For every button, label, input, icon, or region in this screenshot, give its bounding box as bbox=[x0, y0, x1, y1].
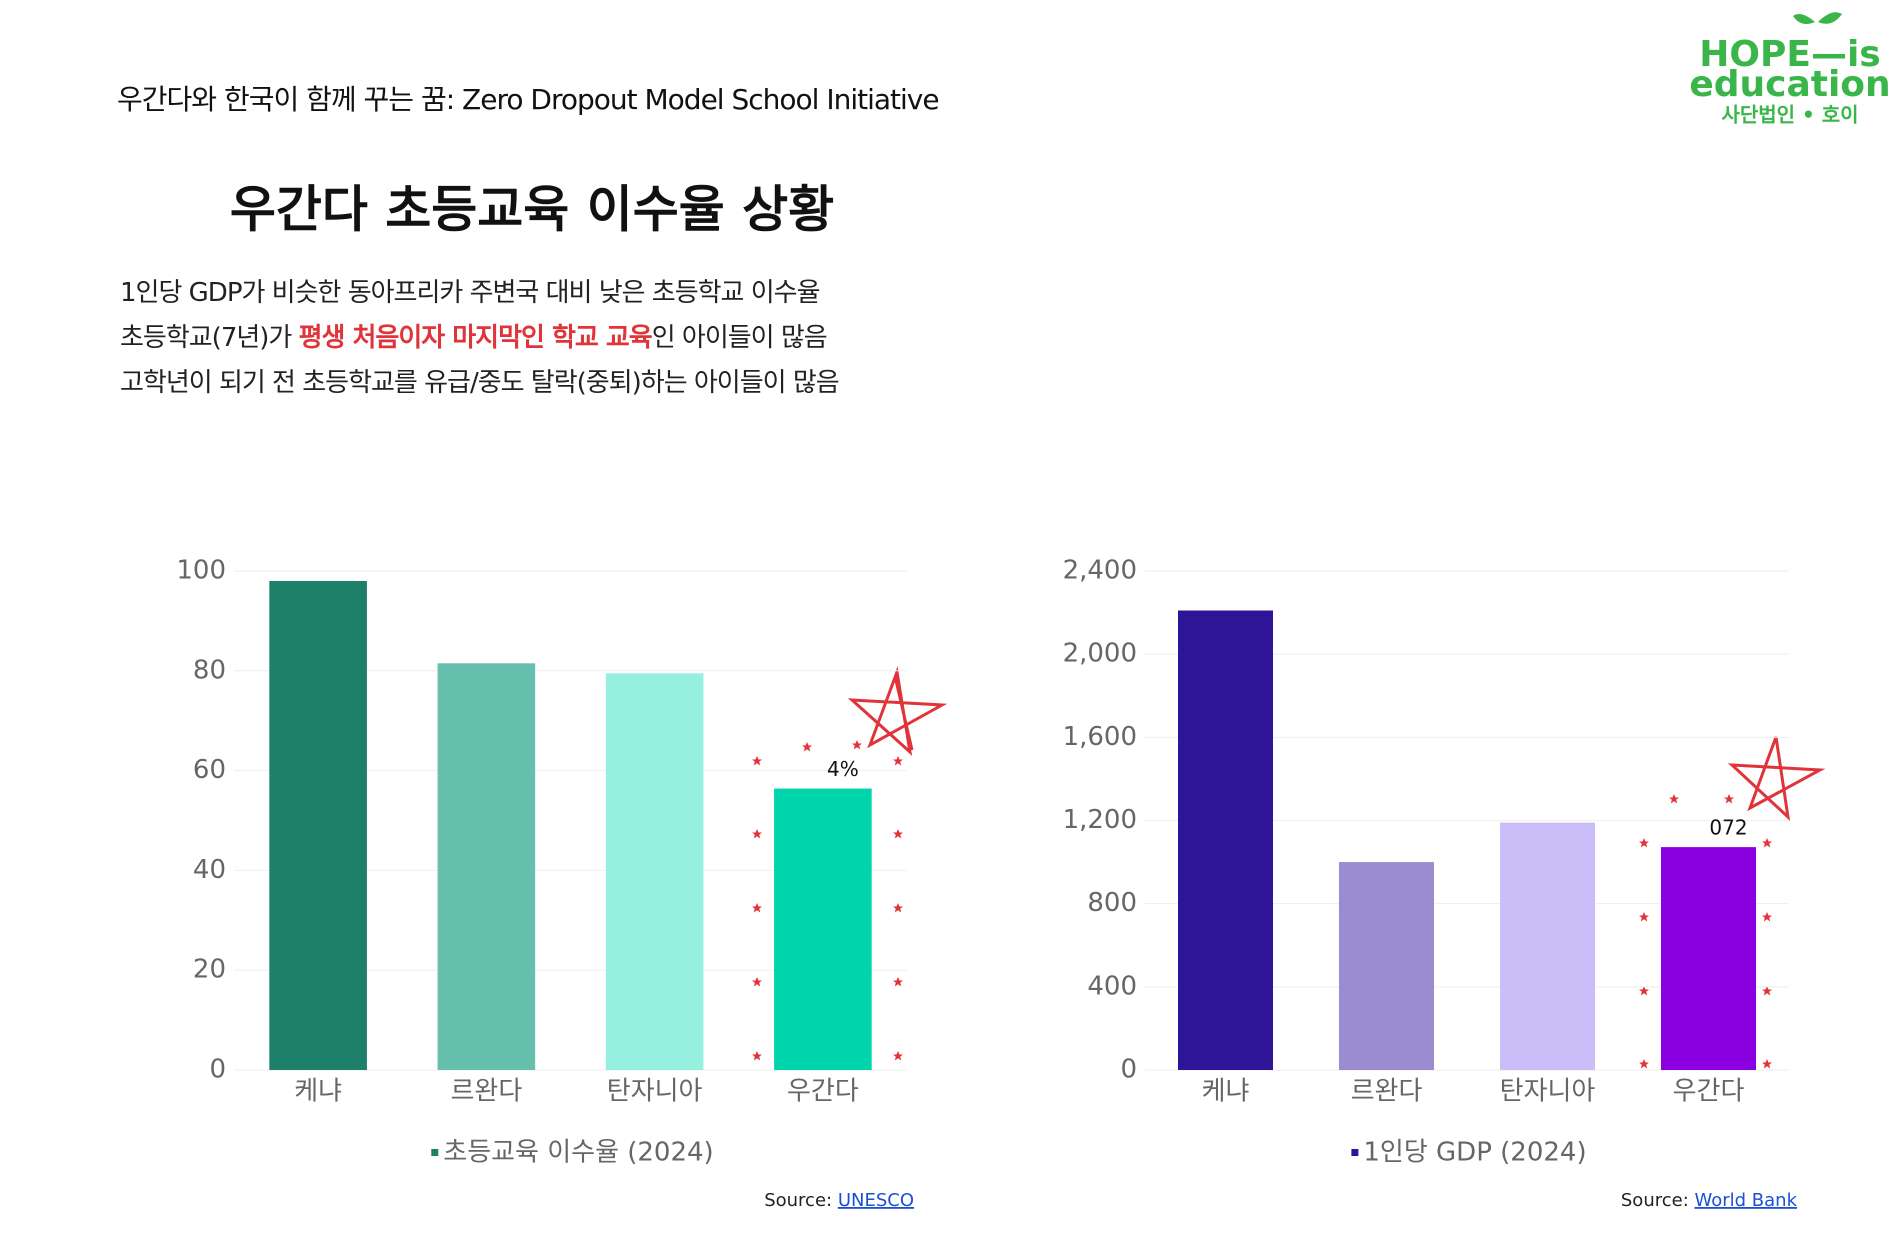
bar bbox=[1339, 862, 1434, 1070]
annotation: 072 bbox=[1709, 816, 1747, 840]
legend-swatch bbox=[431, 1149, 439, 1156]
source: Source: UNESCO bbox=[764, 1190, 914, 1211]
description-line: 초등학교(7년)가 평생 처음이자 마지막인 학교 교육인 아이들이 많음 bbox=[120, 323, 827, 353]
description: 1인당 GDP가 비슷한 동아프리카 주변국 대비 낮은 초등학교 이수율 초등… bbox=[120, 278, 840, 398]
x-tick-label: 케냐 bbox=[1202, 1077, 1250, 1107]
legend-label: 초등교육 이수율 (2024) bbox=[443, 1138, 713, 1168]
logo-line: 사단법인 • 호이 bbox=[1721, 103, 1858, 127]
source-link[interactable]: World Bank bbox=[1694, 1190, 1797, 1211]
mini-star bbox=[752, 756, 762, 766]
x-tick-label: 탄자니아 bbox=[607, 1077, 703, 1107]
y-tick-label: 0 bbox=[1120, 1055, 1137, 1085]
title: 우간다 초등교육 이수율 상황 bbox=[230, 181, 834, 239]
logo-line: education bbox=[1689, 64, 1890, 105]
source-label: Source: bbox=[764, 1190, 838, 1211]
text: 초등학교(7년)가 bbox=[120, 323, 299, 353]
source-link[interactable]: UNESCO bbox=[838, 1190, 914, 1211]
mini-star bbox=[802, 742, 812, 752]
y-tick-label: 400 bbox=[1087, 971, 1137, 1001]
bar bbox=[437, 663, 536, 1070]
bar bbox=[605, 673, 704, 1070]
mini-star bbox=[752, 903, 762, 913]
bar bbox=[269, 580, 367, 1070]
x-tick-label: 케냐 bbox=[294, 1077, 342, 1107]
text: 1인당 GDP가 비슷한 동아프리카 주변국 대비 낮은 초등학교 이수율 bbox=[120, 278, 820, 308]
mini-star bbox=[1762, 912, 1772, 922]
y-tick-label: 80 bbox=[193, 655, 226, 685]
mini-star bbox=[1669, 794, 1679, 804]
bar bbox=[1178, 610, 1273, 1070]
text: 인 아이들이 많음 bbox=[652, 323, 827, 353]
highlight: 평생 처음이자 마지막인 학교 교육 bbox=[299, 323, 652, 353]
x-tick-label: 르완다 bbox=[450, 1077, 522, 1107]
x-tick-label: 우간다 bbox=[787, 1077, 859, 1107]
y-tick-label: 1,200 bbox=[1063, 805, 1137, 835]
mini-star bbox=[1639, 986, 1649, 996]
y-tick-label: 1,600 bbox=[1063, 722, 1137, 752]
mini-star bbox=[893, 1051, 903, 1061]
annotation: 4% bbox=[827, 757, 859, 781]
bar bbox=[1661, 847, 1756, 1070]
mini-star bbox=[1762, 986, 1772, 996]
bar bbox=[1500, 822, 1595, 1070]
y-tick-label: 800 bbox=[1087, 888, 1137, 918]
description-line: 1인당 GDP가 비슷한 동아프리카 주변국 대비 낮은 초등학교 이수율 bbox=[120, 278, 820, 308]
x-tick-label: 르완다 bbox=[1351, 1077, 1423, 1107]
mini-star bbox=[1762, 1059, 1772, 1069]
logo-leaf bbox=[1793, 12, 1842, 24]
y-tick-label: 2,400 bbox=[1063, 556, 1137, 586]
hand-star bbox=[1727, 736, 1826, 822]
mini-star bbox=[1639, 912, 1649, 922]
mini-star bbox=[1762, 838, 1772, 848]
y-tick-label: 0 bbox=[209, 1055, 226, 1085]
y-tick-label: 2,000 bbox=[1063, 639, 1137, 669]
mini-star bbox=[1639, 838, 1649, 848]
mini-star bbox=[893, 829, 903, 839]
legend-label: 1인당 GDP (2024) bbox=[1363, 1138, 1586, 1168]
mini-star bbox=[752, 1051, 762, 1061]
mini-star bbox=[752, 829, 762, 839]
subtitle: 우간다와 한국이 함께 꾸는 꿈: Zero Dropout Model Sch… bbox=[117, 83, 939, 116]
logo-line: HOPE—is bbox=[1699, 34, 1880, 75]
description-line: 고학년이 되기 전 초등학교를 유급/중도 탈락(중퇴)하는 아이들이 많음 bbox=[120, 368, 839, 398]
bar bbox=[774, 788, 872, 1070]
hand-star bbox=[847, 666, 948, 756]
x-tick-label: 우간다 bbox=[1673, 1077, 1745, 1107]
mini-star bbox=[752, 977, 762, 987]
legend-swatch bbox=[1351, 1149, 1359, 1156]
mini-star bbox=[893, 756, 903, 766]
decorations bbox=[847, 666, 1826, 822]
y-tick-label: 20 bbox=[193, 955, 226, 985]
x-tick-label: 탄자니아 bbox=[1500, 1077, 1596, 1107]
source: Source: World Bank bbox=[1621, 1190, 1798, 1211]
y-tick-label: 100 bbox=[176, 556, 226, 586]
mini-star bbox=[1639, 1059, 1649, 1069]
mini-star bbox=[893, 903, 903, 913]
y-tick-label: 40 bbox=[193, 855, 226, 885]
source-label: Source: bbox=[1621, 1190, 1695, 1211]
text: 고학년이 되기 전 초등학교를 유급/중도 탈락(중퇴)하는 아이들이 많음 bbox=[120, 368, 839, 398]
logo: HOPE—is education 사단법인 • 호이 bbox=[1689, 12, 1891, 127]
y-tick-label: 60 bbox=[193, 755, 226, 785]
mini-star bbox=[1724, 794, 1734, 804]
mini-star bbox=[893, 977, 903, 987]
mini-star bbox=[852, 740, 862, 750]
